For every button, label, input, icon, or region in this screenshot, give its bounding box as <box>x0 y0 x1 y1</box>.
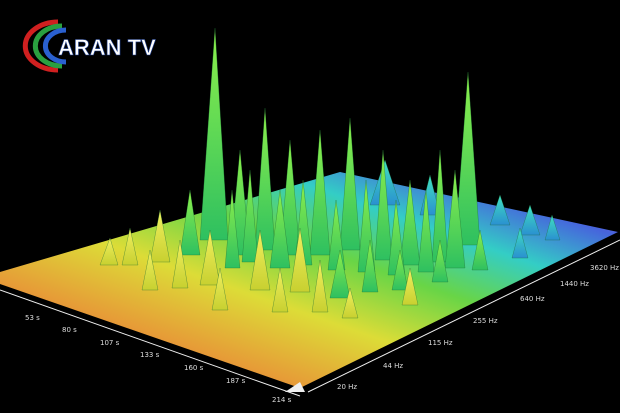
frequency-label: 3620 Hz <box>590 264 619 272</box>
time-label: 80 s <box>62 326 77 334</box>
logo-text: ARAN TV <box>58 35 156 60</box>
peaks <box>99 27 561 319</box>
time-label: 133 s <box>140 351 160 359</box>
frequency-labels: 20 Hz 44 Hz 115 Hz 255 Hz 640 Hz 1440 Hz… <box>337 264 619 391</box>
frequency-label: 255 Hz <box>473 317 498 325</box>
axis-corner <box>285 382 305 392</box>
time-axis <box>0 289 301 397</box>
time-label: 107 s <box>100 339 120 347</box>
frequency-label: 115 Hz <box>428 339 453 347</box>
time-label: 214 s <box>272 396 292 404</box>
frequency-axis <box>307 239 620 393</box>
time-label: 53 s <box>25 314 40 322</box>
frequency-label: 640 Hz <box>520 295 545 303</box>
frequency-label: 20 Hz <box>337 383 357 391</box>
logo: ARAN TV <box>22 19 156 73</box>
frequency-label: 1440 Hz <box>560 280 589 288</box>
time-labels: 53 s 80 s 107 s 133 s 160 s 187 s 214 s <box>25 314 292 404</box>
frequency-label: 44 Hz <box>383 362 403 370</box>
time-label: 187 s <box>226 377 246 385</box>
time-label: 160 s <box>184 364 204 372</box>
surface <box>0 172 618 388</box>
